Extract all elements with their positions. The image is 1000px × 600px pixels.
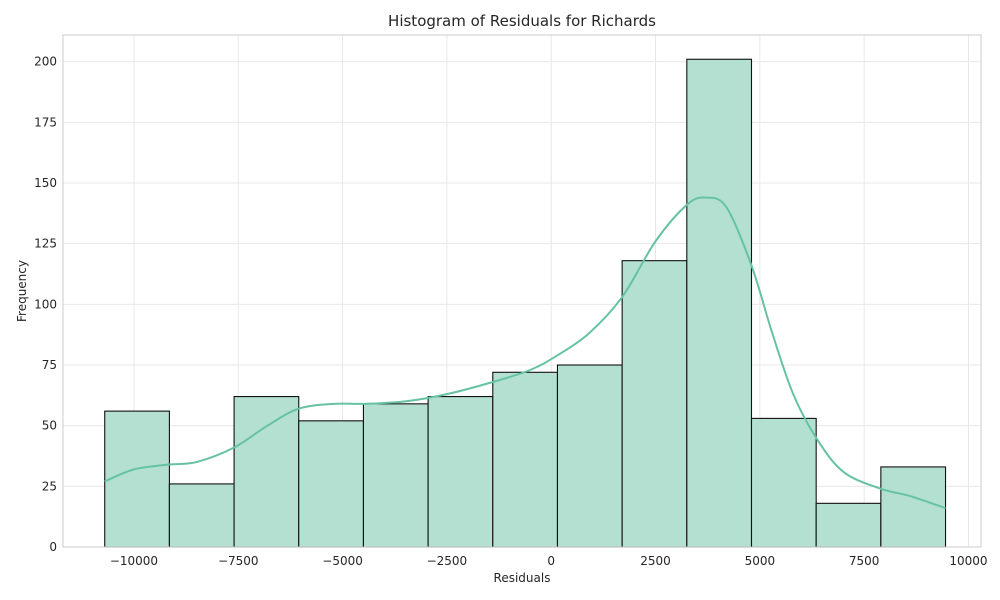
histogram-bar [880, 466, 947, 548]
histogram-bar [362, 403, 429, 548]
y-tick-label: 150 [34, 176, 57, 190]
histogram-bars [104, 58, 947, 548]
y-axis-label: Frequency [15, 260, 29, 322]
kde-line [104, 196, 946, 510]
y-tick-label: 75 [42, 358, 57, 372]
histogram-bar [233, 396, 300, 548]
x-tick-label: −10000 [110, 554, 158, 568]
histogram-bar [104, 410, 170, 548]
histogram-bar [492, 371, 559, 548]
y-tick-label: 200 [34, 55, 57, 69]
x-tick-label: −7500 [218, 554, 259, 568]
histogram-bar [298, 420, 364, 548]
y-tick-label: 175 [34, 115, 57, 129]
histogram-bar [815, 502, 882, 548]
x-tick-label: 7500 [849, 554, 880, 568]
y-tick-label: 50 [42, 419, 57, 433]
kde-curve [104, 196, 946, 510]
histogram-bar [556, 364, 623, 548]
plot-frame [62, 34, 982, 548]
y-tick-label: 0 [49, 540, 57, 554]
histogram-bar [750, 417, 817, 548]
x-axis-label: Residuals [494, 571, 551, 585]
histogram-bar [168, 483, 235, 548]
x-tick-label: 10000 [949, 554, 987, 568]
y-tick-label: 100 [34, 297, 57, 311]
x-tick-label: −5000 [322, 554, 363, 568]
x-tick-label: 5000 [745, 554, 776, 568]
histogram-bar [621, 260, 688, 548]
y-tick-labels: 0 25 50 75 100 125 150 175 200 [34, 55, 57, 554]
histogram-bar [686, 58, 753, 548]
chart-title: Histogram of Residuals for Richards [388, 12, 656, 30]
x-tick-label: −2500 [427, 554, 468, 568]
y-tick-label: 125 [34, 237, 57, 251]
x-tick-label: 2500 [640, 554, 671, 568]
histogram-bar [427, 396, 494, 548]
x-tick-labels: −10000 −7500 −5000 −2500 0 2500 5000 7500 10000 [110, 554, 988, 568]
x-tick-label: 0 [547, 554, 555, 568]
y-tick-label: 25 [42, 479, 57, 493]
